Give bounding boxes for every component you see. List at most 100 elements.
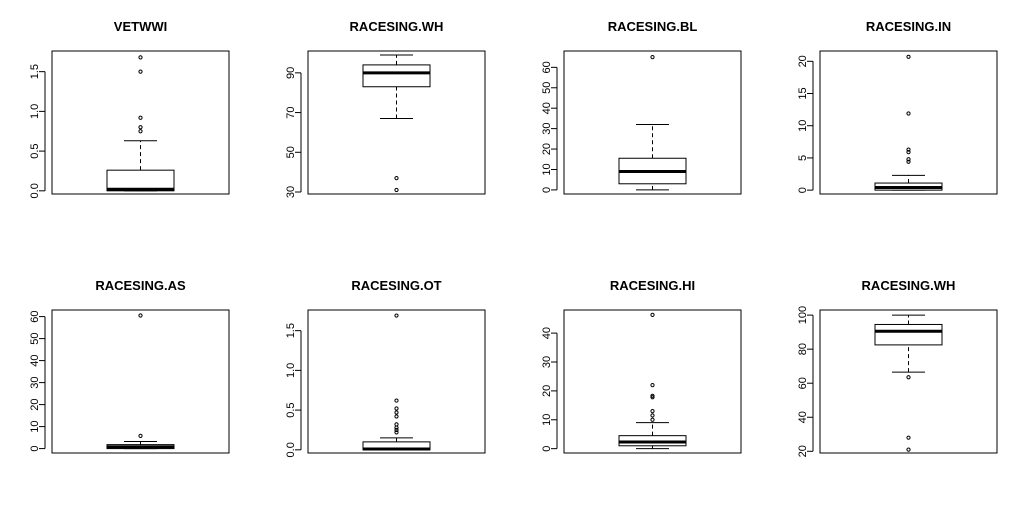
outlier-point [906,447,911,452]
y-tick-label: 50 [285,146,297,158]
panel-title-racesing-wh: RACESING.WH [350,19,444,34]
outlier-point [650,55,655,60]
panel-racesing-bl: RACESING.BL 0 10 20 30 40 50 60 [541,19,742,195]
outlier-point [394,427,399,433]
y-tick-label: 80 [797,343,809,355]
y-tick-label: 0.5 [285,402,297,417]
panel-title-racesing-ot: RACESING.OT [351,278,441,293]
outlier-point [906,375,911,380]
y-tick-label: 0 [797,187,809,193]
panel-racesing-in: RACESING.IN 0 5 10 15 20 [797,19,998,195]
y-tick-label: 40 [29,354,41,366]
outlier-point [394,406,399,411]
panel-title-racesing-wh-2: RACESING.WH [862,278,956,293]
outlier-point [906,159,911,164]
panel-racesing-wh-2: RACESING.WH 20 40 60 80 100 [797,278,998,457]
outlier-point [394,176,399,181]
y-tick-label: 1.0 [29,104,41,119]
y-tick-label: 50 [29,332,41,344]
panel-title-racesing-in: RACESING.IN [866,19,951,34]
y-tick-label: 1.0 [285,363,297,378]
outlier-point [394,187,399,193]
panel-racesing-ot: RACESING.OT 0.0 0.5 1.0 1.5 [285,278,486,457]
plot-frame [307,50,486,195]
y-tick-label: 1.5 [285,323,297,338]
iqr-box [874,323,943,346]
outlier-point [650,312,655,318]
y-tick-label: 20 [29,398,41,410]
y-tick-label: 0 [541,187,553,193]
panel-racesing-hi: RACESING.HI 0 10 20 30 40 [541,278,742,454]
y-tick-label: 100 [797,306,809,324]
panel-racesing-wh: RACESING.WH 30 50 70 90 [285,19,486,198]
iqr-box [362,64,431,88]
y-tick-label: 40 [797,411,809,423]
panel-title-racesing-bl: RACESING.BL [608,19,698,34]
plot-frame [51,50,230,195]
y-tick-label: 10 [541,414,553,426]
y-tick-label: 40 [541,102,553,114]
outlier-point [138,55,143,60]
y-tick-label: 5 [797,155,809,161]
outlier-point [138,125,143,130]
panel-vetwwi: VETWWI 0.0 0.5 1.0 1.5 [29,19,230,198]
y-tick-label: 10 [29,420,41,432]
y-tick-label: 40 [541,327,553,339]
plot-frame [51,309,230,454]
panel-title-racesing-as: RACESING.AS [95,278,186,293]
outlier-point [394,398,399,403]
y-tick-label: 0.0 [29,183,41,198]
outlier-point [138,433,143,438]
y-tick-label: 1.5 [29,64,41,79]
outlier-point [906,157,911,162]
plot-frame [819,309,998,454]
y-tick-label: 20 [797,55,809,67]
y-tick-label: 0 [541,446,553,452]
outlier-point [906,435,911,440]
y-tick-label: 60 [29,310,41,322]
outlier-point [138,129,143,134]
outlier-point [394,410,399,415]
plot-frame [819,50,998,195]
plot-frame [563,309,742,454]
y-tick-label: 30 [541,356,553,368]
y-tick-label: 10 [541,163,553,175]
outlier-point [650,417,655,422]
y-tick-label: 10 [797,120,809,132]
y-tick-label: 15 [797,87,809,99]
outlier-point [906,54,911,59]
outlier-point [394,422,399,427]
y-tick-label: 20 [541,143,553,155]
outlier-point [138,115,143,120]
iqr-box [106,169,175,192]
outlier-point [394,313,399,318]
outlier-point [650,393,655,398]
y-tick-label: 30 [29,376,41,388]
y-tick-label: 60 [541,61,553,73]
y-tick-label: 0.0 [285,442,297,457]
outlier-point [394,414,399,419]
outlier-point [906,150,911,155]
y-tick-label: 90 [285,67,297,79]
outlier-point [650,409,655,414]
outlier-point [650,395,655,400]
plot-frame [307,309,486,454]
y-tick-label: 20 [541,385,553,397]
panel-racesing-as: RACESING.AS 0 10 20 30 40 50 60 [29,278,230,454]
outlier-point [906,111,911,116]
outlier-point [906,147,911,152]
panel-title-vetwwi: VETWWI [114,19,167,34]
plot-frame [563,50,742,195]
y-tick-label: 60 [797,377,809,389]
y-tick-label: 20 [797,445,809,457]
y-tick-label: 30 [285,186,297,198]
y-tick-label: 70 [285,106,297,118]
outlier-point [138,69,143,74]
outlier-point [650,383,655,388]
outlier-point [394,430,399,435]
y-tick-label: 0.5 [29,143,41,158]
panel-title-racesing-hi: RACESING.HI [610,278,695,293]
outlier-point [650,413,655,418]
y-tick-label: 30 [541,123,553,135]
